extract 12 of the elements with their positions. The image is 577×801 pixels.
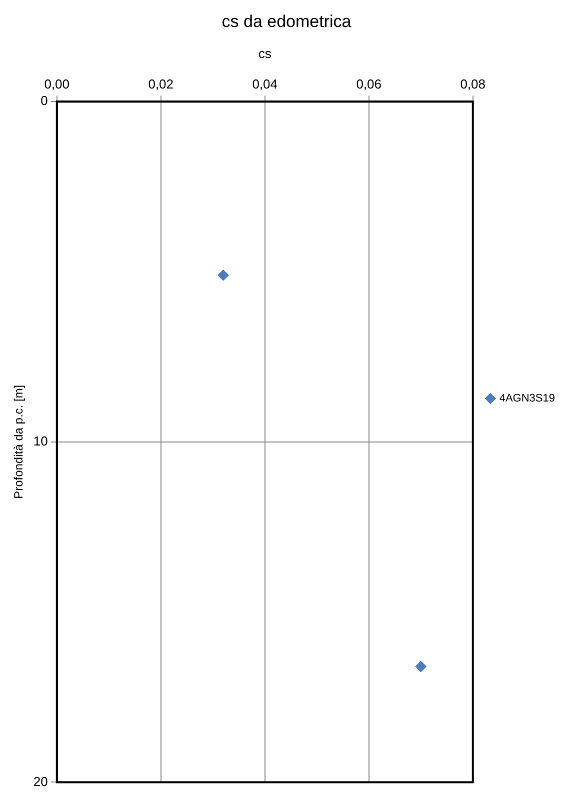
x-tick-label: 0,00 xyxy=(44,76,70,92)
chart-title: cs da edometrica xyxy=(222,12,352,31)
legend-label: 4AGN3S19 xyxy=(499,392,556,405)
x-tick-label: 0,08 xyxy=(460,76,486,92)
x-tick-label: 0,02 xyxy=(148,76,174,92)
y-tick-label: 10 xyxy=(33,433,48,448)
y-axis-title: Profondità da p.c. [m] xyxy=(12,384,26,499)
x-tick-label: 0,04 xyxy=(252,76,278,92)
x-axis-title: cs xyxy=(258,46,272,61)
y-tick-label: 20 xyxy=(33,774,48,789)
y-tick-label: 0 xyxy=(40,93,48,108)
x-tick-label: 0,06 xyxy=(356,76,382,92)
